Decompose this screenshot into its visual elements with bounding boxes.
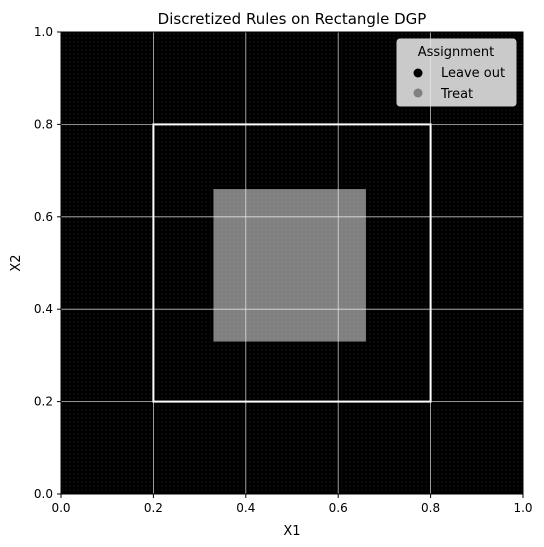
x-tick-label: 0.0 [51,501,70,515]
y-axis: 0.0 0.2 0.4 0.6 0.8 1.0 [34,25,61,501]
x-tick-label: 0.4 [236,501,255,515]
x-axis: 0.0 0.2 0.4 0.6 0.8 1.0 [51,494,533,515]
legend: Assignment Leave out Treat [396,38,517,107]
legend-marker-leave-out [413,68,423,78]
legend-label-leave-out: Leave out [441,66,505,81]
legend-label-treat: Treat [440,87,473,102]
legend-marker-treat [413,88,423,98]
y-tick-label: 0.0 [34,487,53,501]
y-tick-label: 0.6 [34,210,53,224]
axes-frame [60,31,524,495]
y-tick-label: 0.4 [34,302,53,316]
legend-box [396,38,517,107]
x-tick-label: 0.8 [421,501,440,515]
y-tick-label: 0.2 [34,395,53,409]
chart-title: Discretized Rules on Rectangle DGP [158,10,427,28]
y-axis-label: X2 [9,254,24,271]
discretized-grid-texture [61,32,523,494]
y-tick-label: 1.0 [34,25,53,39]
y-tick-label: 0.8 [34,117,53,131]
x-tick-label: 0.6 [329,501,348,515]
legend-title: Assignment [418,45,495,60]
x-tick-label: 0.2 [144,501,163,515]
outline-rectangle [152,123,432,403]
x-axis-label: X1 [283,524,300,539]
plot-area [60,31,524,495]
x-tick-label: 1.0 [513,501,532,515]
